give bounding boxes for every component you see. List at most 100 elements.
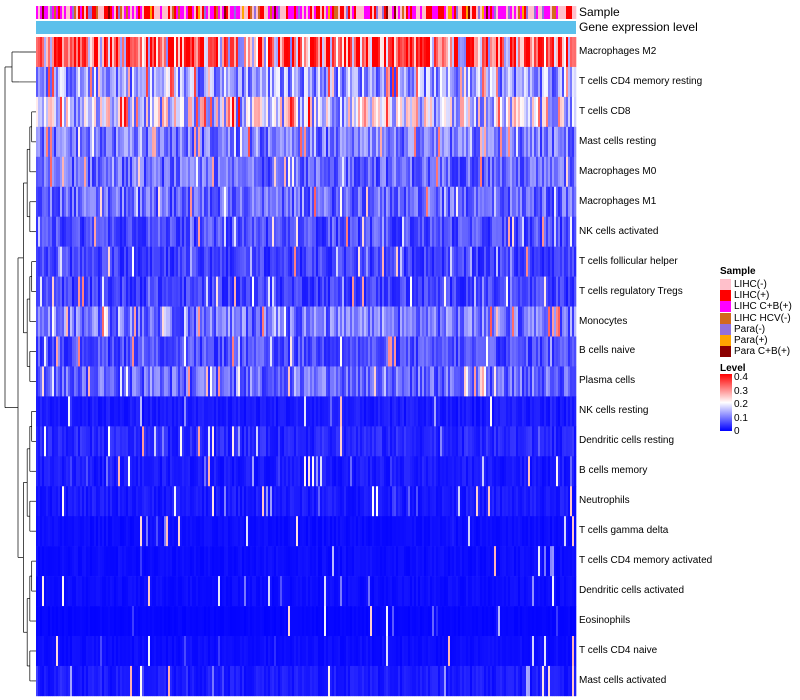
heatmap-cell [290,516,293,547]
heatmap-cell [450,396,453,427]
heatmap-cell [298,456,301,487]
sample-annotation-cell [450,6,453,19]
heatmap-cell [462,37,465,68]
heatmap-cell [290,546,293,577]
sample-annotation-cell [352,6,355,19]
heatmap-cell [254,546,257,577]
heatmap-cell [46,456,49,487]
sample-annotation-cell [304,6,307,19]
heatmap-cell [226,156,229,188]
heatmap-cell [438,276,441,307]
heatmap-cell [60,276,63,307]
heatmap-cell [378,366,381,397]
heatmap-cell [226,96,229,128]
heatmap-cell [160,216,163,247]
heatmap-cell [188,306,191,337]
heatmap-cell [222,426,225,457]
heatmap-cell [340,126,343,158]
heatmap-cell [104,216,107,247]
heatmap-cell [566,366,569,397]
sample-annotation-cell [394,6,397,19]
heatmap-cell [208,96,211,128]
heatmap-cell [414,96,417,128]
sample-annotation-cell [130,6,133,19]
heatmap-cell [390,66,393,98]
heatmap-cell [72,516,75,547]
heatmap-cell [184,456,187,487]
heatmap-cell [268,336,271,367]
heatmap-cell [290,306,293,337]
heatmap-cell [268,96,271,128]
heatmap-cell [372,486,375,517]
heatmap-cell [560,396,563,427]
heatmap-cell [40,126,43,158]
heatmap-cell [406,426,409,457]
heatmap-cell [134,186,137,217]
heatmap-cell [208,186,211,217]
heatmap-cell [516,426,519,457]
heatmap-cell [82,96,85,128]
heatmap-cell [398,96,401,128]
heatmap-cell [258,66,261,98]
heatmap-cell [526,276,529,307]
heatmap-cell [128,426,131,457]
heatmap-cell [540,456,543,487]
heatmap-cell [554,336,557,367]
heatmap-cell [356,216,359,247]
heatmap-cell [574,66,577,98]
sample-annotation-cell [184,6,187,19]
heatmap-cell [272,426,275,457]
heatmap-cell [472,156,475,188]
heatmap-cell [466,156,469,188]
heatmap-cell [512,186,515,217]
heatmap-cell [230,216,233,247]
sample-annotation-cell [88,6,91,19]
heatmap-cell [96,96,99,128]
heatmap-cell [496,456,499,487]
heatmap-cell [492,66,495,98]
heatmap-cell [186,336,189,367]
sample-annotation-cell [386,6,389,19]
heatmap-cell [574,426,577,457]
heatmap-cell [204,516,207,547]
heatmap-cell [376,216,379,247]
heatmap-cell [516,396,519,427]
heatmap-cell [158,456,161,487]
heatmap-cell [334,216,337,247]
heatmap-cell [146,426,149,457]
heatmap-cell [422,306,425,337]
heatmap-cell [458,186,461,217]
heatmap-cell [434,486,437,517]
heatmap-cell [466,366,469,397]
heatmap-cell [148,336,151,367]
heatmap-cell [356,366,359,397]
heatmap-cell [266,156,269,188]
heatmap-cell [134,156,137,188]
heatmap-cell [68,306,71,337]
heatmap-cell [436,366,439,397]
heatmap-cell [466,126,469,158]
sample-annotation-cell [514,6,517,19]
heatmap-cell [494,366,497,397]
heatmap-cell [486,306,489,337]
heatmap-cell [306,366,309,397]
heatmap-cell [236,126,239,158]
heatmap-cell [86,306,89,337]
heatmap-cell [302,486,305,517]
heatmap-cell [338,366,341,397]
heatmap-cell [276,426,279,457]
heatmap-cell [224,516,227,547]
heatmap-cell [66,246,69,277]
heatmap-cell [164,546,167,577]
heatmap-cell [208,366,211,397]
sample-annotation-cell [230,6,233,19]
heatmap-cell [152,306,155,337]
heatmap-cell [424,306,427,337]
heatmap-cell [204,37,207,68]
heatmap-cell [326,486,329,517]
heatmap-cell [160,246,163,277]
heatmap-cell [472,216,475,247]
heatmap-cell [456,486,459,517]
heatmap-cell [432,306,435,337]
heatmap-cell [308,246,311,277]
